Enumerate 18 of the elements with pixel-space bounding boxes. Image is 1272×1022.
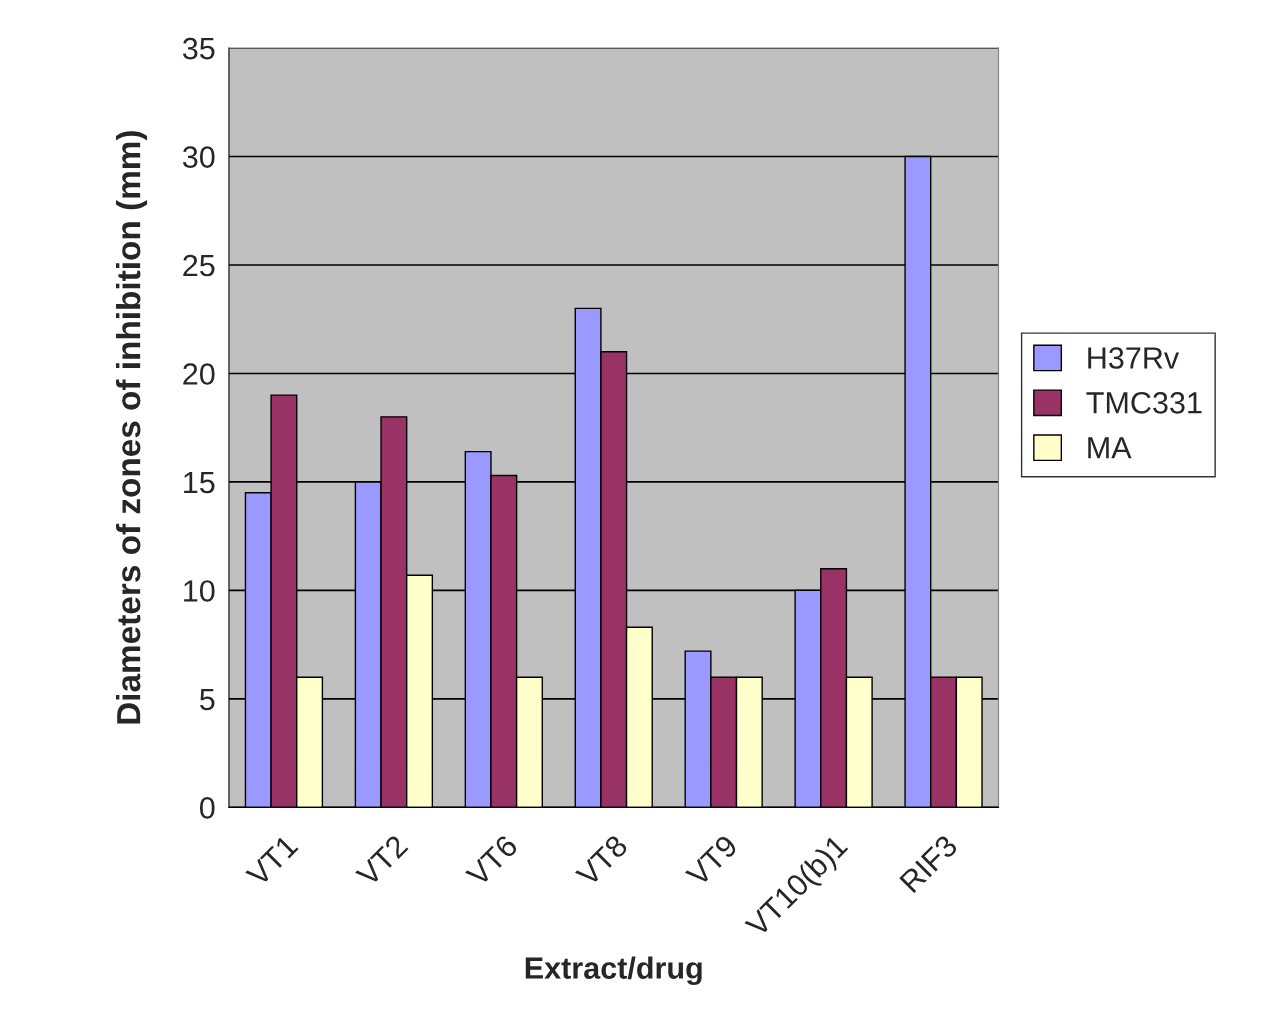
y-tick-label: 20 <box>183 363 215 385</box>
legend-label: H37Rv <box>1088 347 1180 369</box>
y-tick-label: 0 <box>199 797 215 819</box>
x-tick-label: VT1 <box>245 834 299 888</box>
y-tick-label: 35 <box>182 37 215 60</box>
x-tick-label: VT6 <box>464 833 519 888</box>
y-tick-label: 15 <box>184 472 215 494</box>
y-tick-label: 5 <box>200 688 215 711</box>
x-tick-label: VT9 <box>684 833 739 888</box>
x-tick-label: VT2 <box>354 834 409 888</box>
x-axis-title: Extract/drug <box>525 956 702 986</box>
y-tick-label: 30 <box>182 146 215 168</box>
y-tick-label: 10 <box>184 580 215 602</box>
y-axis-title: Diameters of zones of inhibition (mm) <box>115 131 148 724</box>
x-tick-label: VT8 <box>574 833 629 888</box>
legend-label: MA <box>1088 437 1132 459</box>
y-tick-label: 25 <box>183 254 215 277</box>
legend-label: TMC331 <box>1086 392 1202 414</box>
